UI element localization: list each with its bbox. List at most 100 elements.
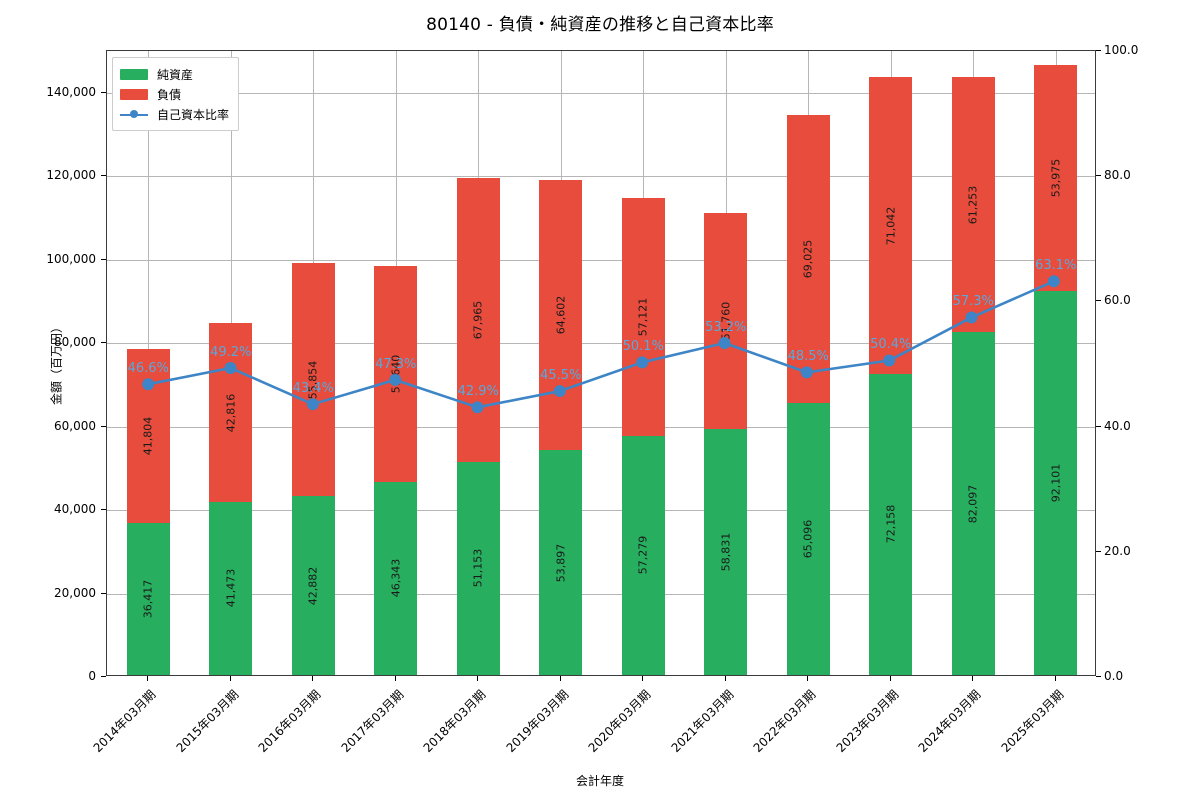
bar-group[interactable]: 65,096 69,025 — [786, 49, 830, 675]
bar-group[interactable]: 72,158 71,042 — [869, 49, 913, 675]
x-tick-label: 2022年03月期 — [750, 687, 819, 756]
bar-segment-equity[interactable]: 46,343 — [374, 481, 418, 675]
bar-group[interactable]: 36,417 41,804 — [126, 49, 170, 675]
y-tick-label-right: 0.0 — [1104, 669, 1124, 683]
y-tick-mark-right — [1096, 300, 1101, 302]
y-tick-label-left: 140,000 — [46, 84, 96, 99]
x-tick-mark — [394, 676, 396, 681]
y-tick-label-right: 40.0 — [1104, 418, 1131, 433]
bar-segment-equity[interactable]: 65,096 — [786, 403, 830, 675]
equity-ratio-value-label: 47.3% — [375, 356, 417, 372]
y-tick-label-left: 100,000 — [46, 251, 96, 266]
legend-item-equity: 純資産 — [120, 64, 229, 84]
bar-group[interactable]: 53,897 64,602 — [539, 49, 583, 675]
x-tick-mark — [477, 676, 479, 681]
bar-group[interactable]: 92,101 53,975 — [1034, 49, 1078, 675]
legend-label-equity: 純資産 — [157, 67, 194, 82]
bar-segment-liabilities[interactable]: 51,640 — [374, 266, 418, 482]
bar-segment-liabilities[interactable]: 55,854 — [291, 262, 335, 497]
equity-ratio-point[interactable] — [471, 401, 484, 414]
equity-ratio-point[interactable] — [883, 354, 896, 367]
bar-segment-equity[interactable]: 82,097 — [951, 332, 995, 675]
y-tick-label-left: 80,000 — [54, 335, 96, 350]
equity-ratio-point[interactable] — [800, 366, 813, 379]
bar-segment-equity[interactable]: 41,473 — [209, 501, 253, 675]
y-tick-mark-right — [1096, 50, 1101, 51]
bar-segment-equity[interactable]: 51,153 — [456, 461, 500, 675]
bar-segment-liabilities[interactable]: 51,760 — [704, 213, 748, 430]
equity-ratio-value-label: 50.1% — [622, 339, 664, 355]
bar-group[interactable]: 42,882 55,854 — [291, 49, 335, 675]
bar-segment-liabilities[interactable]: 42,816 — [209, 323, 253, 502]
bar-segment-liabilities[interactable]: 61,253 — [951, 76, 995, 333]
bar-segment-liabilities[interactable]: 53,975 — [1034, 65, 1078, 291]
chart-title: 80140 - 負債・純資産の推移と自己資本比率 — [426, 15, 774, 35]
y-tick-mark-left — [101, 91, 106, 93]
y-tick-mark-right — [1096, 425, 1101, 427]
legend-swatch-liabilities — [120, 88, 148, 100]
legend-label-equity-ratio: 自己資本比率 — [157, 107, 230, 122]
bar-group[interactable]: 58,831 51,760 — [704, 49, 748, 675]
equity-ratio-point[interactable] — [636, 356, 649, 369]
x-tick-label: 2024年03月期 — [915, 687, 984, 756]
bar-segment-equity[interactable]: 58,831 — [704, 429, 748, 675]
x-tick-label: 2015年03月期 — [173, 687, 242, 756]
legend-item-liabilities: 負債 — [120, 84, 229, 104]
equity-ratio-point[interactable] — [306, 398, 319, 411]
gridline-horizontal — [107, 510, 1095, 512]
bar-segment-equity[interactable]: 53,897 — [539, 450, 583, 675]
x-tick-mark — [147, 676, 149, 681]
gridline-horizontal — [107, 92, 1095, 94]
x-tick-label: 2016年03月期 — [255, 687, 324, 756]
equity-ratio-value-label: 43.4% — [292, 381, 334, 397]
bar-group[interactable]: 41,473 42,816 — [209, 49, 253, 675]
bar-layer: 36,417 41,804 41,473 42,816 42,882 55,854 46,3… — [107, 51, 1095, 675]
y-tick-mark-right — [1096, 175, 1101, 177]
equity-ratio-point[interactable] — [553, 385, 566, 398]
equity-ratio-point[interactable] — [965, 311, 978, 324]
bar-segment-equity[interactable]: 92,101 — [1034, 290, 1078, 675]
x-tick-mark — [229, 676, 231, 681]
bar-group[interactable]: 82,097 61,253 — [951, 49, 995, 675]
bar-segment-equity[interactable]: 72,158 — [869, 373, 913, 675]
equity-ratio-value-label: 48.5% — [787, 349, 829, 365]
legend-swatch-equity — [120, 68, 148, 80]
y-tick-label-left: 20,000 — [54, 585, 96, 600]
y-tick-label-left: 0 — [88, 669, 96, 683]
x-tick-label: 2019年03月期 — [503, 687, 572, 756]
equity-ratio-point[interactable] — [1047, 275, 1060, 288]
y-tick-label-left: 120,000 — [46, 168, 96, 183]
bar-segment-equity[interactable]: 57,279 — [621, 435, 665, 675]
bar-segment-liabilities[interactable]: 69,025 — [786, 115, 830, 404]
equity-ratio-value-label: 53.2% — [705, 319, 747, 335]
bar-segment-liabilities[interactable]: 71,042 — [869, 77, 913, 374]
legend-item-equity-ratio: 自己資本比率 — [120, 104, 229, 124]
x-tick-mark — [559, 676, 561, 681]
bar-segment-liabilities[interactable]: 57,121 — [621, 197, 665, 436]
equity-ratio-point[interactable] — [142, 378, 155, 391]
bar-segment-liabilities[interactable]: 67,965 — [456, 177, 500, 462]
x-tick-mark — [642, 676, 644, 681]
bar-segment-liabilities[interactable]: 41,804 — [126, 348, 170, 524]
x-tick-mark — [889, 676, 891, 681]
equity-ratio-point[interactable] — [224, 362, 237, 374]
gridline-horizontal — [107, 176, 1095, 178]
bar-segment-equity[interactable]: 36,417 — [126, 523, 170, 675]
gridline-horizontal — [107, 343, 1095, 345]
legend-label-liabilities: 負債 — [157, 87, 182, 102]
bar-segment-equity[interactable]: 42,882 — [291, 496, 335, 675]
gridline-horizontal — [107, 426, 1095, 428]
y-tick-mark-left — [101, 676, 106, 677]
bar-group[interactable]: 57,279 57,121 — [621, 49, 665, 675]
gridline-horizontal — [107, 259, 1095, 261]
equity-ratio-point[interactable] — [718, 337, 731, 350]
bar-segment-liabilities[interactable]: 64,602 — [539, 180, 583, 451]
x-tick-label: 2018年03月期 — [420, 687, 489, 756]
bar-group[interactable]: 51,153 67,965 — [456, 49, 500, 675]
equity-ratio-line — [147, 280, 1055, 409]
y-tick-mark-left — [101, 342, 106, 344]
bar-group[interactable]: 46,343 51,640 — [374, 49, 418, 675]
plot-area: 36,417 41,804 41,473 42,816 42,882 55,854 46,3… — [106, 50, 1096, 676]
equity-ratio-point[interactable] — [389, 373, 402, 386]
